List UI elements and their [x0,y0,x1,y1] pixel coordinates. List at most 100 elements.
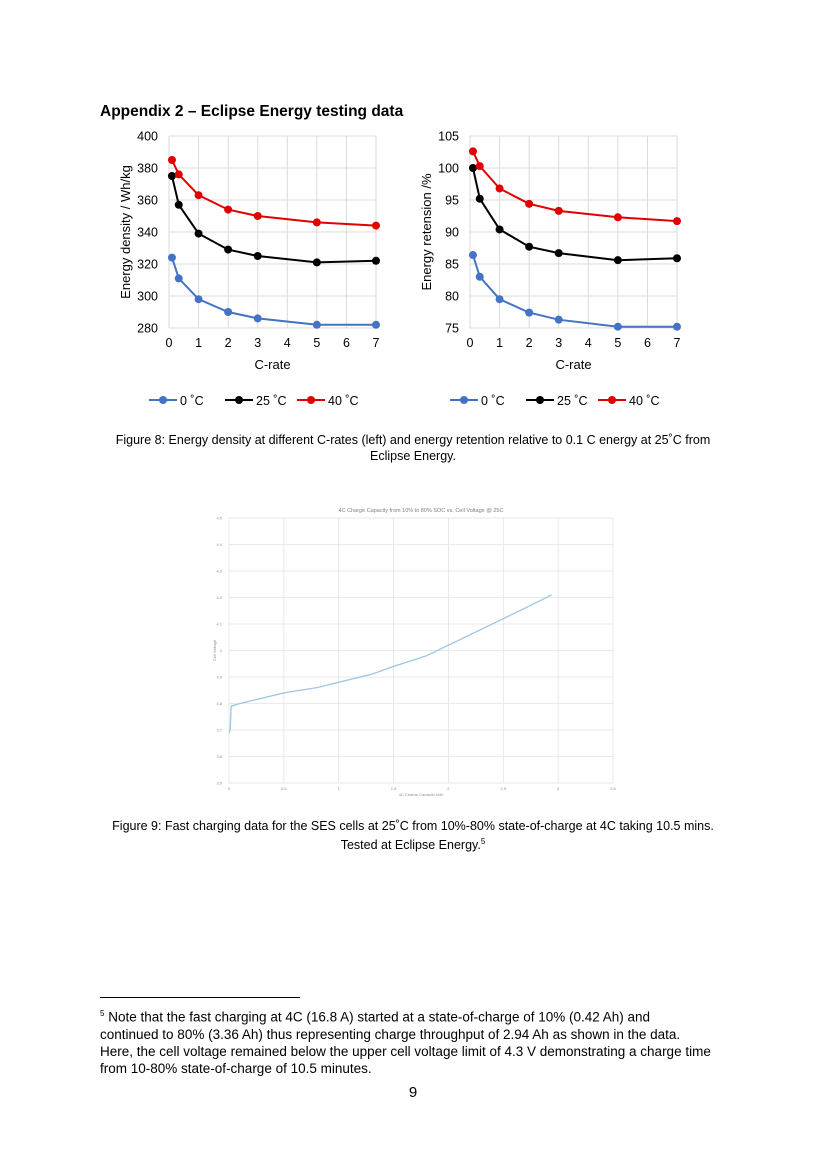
data-point [525,308,534,317]
data-point [174,200,183,209]
data-point [253,314,262,323]
legend-label: 40 ˚C [629,394,660,408]
data-point [495,184,504,193]
data-point [194,295,203,304]
legend-marker [608,396,616,404]
y-tick-label: 95 [445,194,459,208]
data-point [613,213,622,222]
x-tick-label: 3 [254,336,261,350]
energy-density-chart: 280 300 320 340 360 380 400 0 1 2 3 4 5 6 7 C-rate Energ… [112,123,396,415]
x-axis-title: 4C Charge Capacity (Ah) [399,792,444,796]
y-tick-label: 3.6 [216,754,222,759]
data-point [468,164,477,172]
legend-marker [460,396,468,404]
voltage-curve-0 [228,594,552,733]
data-point [194,191,203,200]
data-point [475,272,484,281]
x-tick-label: 0 [228,786,231,791]
data-point [253,252,262,260]
x-axis-title: C-rate [555,357,591,372]
y-tick-label: 320 [137,258,158,272]
y-axis-title: Energy density / Wh/kg [118,165,133,299]
footnote: 5 Note that the fast charging at 4C (16.… [100,1005,712,1077]
y-axis-title: Energy retension /% [419,173,434,291]
footnote-reference: 5 [480,837,486,846]
data-point [167,253,176,262]
series-line-0 [171,257,376,326]
x-tick-label: 0.5 [281,786,287,791]
data-point [495,295,504,304]
y-tick-label: 4.4 [216,542,222,547]
x-tick-label: 2 [447,786,450,791]
data-point [673,254,681,263]
x-tick-label: 3 [557,786,560,791]
x-tick-label: 1 [338,786,341,791]
y-tick-label: 3.5 [216,781,222,786]
series-line-2 [171,159,377,227]
appendix-heading: Appendix 2 – Eclipse Energy testing data [100,103,404,120]
data-point [372,320,380,329]
x-tick-label: 6 [644,336,651,350]
data-point [224,308,233,316]
data-point [167,172,176,180]
footnote-divider [100,997,300,998]
data-point [673,217,681,226]
data-point [554,315,563,324]
x-tick-label: 0 [166,336,173,350]
y-tick-label: 3.9 [216,675,222,680]
y-tick-label: 4.3 [216,569,222,574]
figure-9-caption: Figure 9: Fast charging data for the SES… [108,818,718,853]
y-tick-label: 300 [137,290,158,304]
series-line-0 [472,254,677,328]
x-tick-label: 2.5 [501,786,507,791]
x-tick-label: 6 [343,336,350,350]
data-point [673,322,681,331]
data-point [224,205,233,214]
y-tick-label: 85 [445,258,459,272]
data-point [554,206,563,215]
data-point [475,194,484,203]
figure-9-caption-text: Figure 9: Fast charging data for the SES… [112,819,714,853]
energy-retention-chart: 75 80 85 90 95 100 105 0 1 2 3 4 5 6 7 C-rate Energy ret… [413,123,697,415]
legend-label: 25 ˚C [256,394,287,408]
y-tick-label: 4.5 [216,516,222,521]
fast-charging-chart: 4C Charge Capacity from 10% to 80% SOC v… [207,502,625,796]
data-point [525,242,534,251]
x-tick-label: 4 [585,336,592,350]
y-tick-label: 100 [438,162,459,176]
y-tick-label: 75 [445,322,459,336]
data-point [613,322,622,331]
data-point [613,256,622,265]
legend-marker [307,396,315,404]
x-tick-label: 7 [373,336,380,350]
data-point [194,229,203,238]
legend-marker [159,396,167,404]
x-tick-label: 0 [467,336,474,350]
legend-label: 0 ˚C [481,394,505,408]
y-tick-label: 380 [137,162,158,176]
y-tick-label: 90 [445,226,459,240]
data-point [372,221,380,230]
data-point [312,320,321,329]
data-point [372,256,380,265]
data-point [475,162,484,171]
data-point [312,258,321,267]
x-tick-label: 5 [614,336,621,350]
x-tick-label: 1.5 [391,786,397,791]
x-tick-label: 1 [195,336,202,350]
y-tick-label: 4 [220,648,223,653]
data-point [525,199,534,208]
data-point [468,251,477,260]
legend-marker [235,396,243,404]
data-point [167,156,176,164]
x-tick-label: 2 [225,336,232,350]
x-tick-label: 7 [674,336,681,350]
data-point [495,225,504,234]
y-axis-title: Cell Voltage [212,639,217,661]
x-tick-label: 2 [526,336,533,350]
y-tick-label: 3.8 [216,701,222,706]
chart-title: 4C Charge Capacity from 10% to 80% SOC v… [339,508,504,514]
page-number: 9 [408,1084,418,1101]
data-point [253,212,262,220]
series-line-1 [472,167,678,262]
